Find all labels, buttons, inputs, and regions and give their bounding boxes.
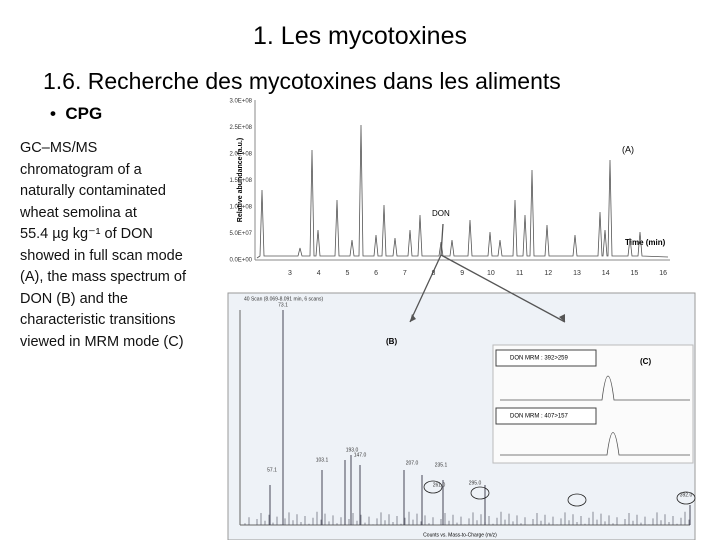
transition-label: DON MRM : 392>259 xyxy=(510,356,569,362)
transition-label: DON MRM : 407>157 xyxy=(510,414,569,420)
x-tick-label: 11 xyxy=(516,270,523,277)
highlight xyxy=(470,486,490,500)
peak-label: 57.1 xyxy=(267,467,277,473)
y-axis-label: Relative abundance (a.u.) xyxy=(237,138,244,222)
description-line: viewed in MRM mode (C) xyxy=(20,333,184,350)
description-line: showed in full scan mode xyxy=(20,247,183,264)
description-line: GC–MS/MS xyxy=(20,140,98,156)
y-tick-label: 3.0E+08 xyxy=(229,99,252,105)
peak-label: 73.1 xyxy=(278,302,288,308)
highlight xyxy=(676,491,696,505)
x-tick-label: 4 xyxy=(317,270,321,277)
description-line: naturally contaminated xyxy=(20,183,166,199)
x-tick-label: 6 xyxy=(374,270,378,277)
x-tick-label: 7 xyxy=(403,270,407,277)
x-tick-label: 5 xyxy=(345,270,349,277)
x-tick-label: 16 xyxy=(659,270,667,277)
panel-label: (A) xyxy=(622,144,634,154)
bullet-text: CPG xyxy=(65,104,103,123)
chromatogram xyxy=(256,124,669,259)
peak-label: 235.1 xyxy=(435,462,448,468)
y-tick-label: 2.5E+08 xyxy=(229,125,252,131)
peak-label: 207.0 xyxy=(406,460,419,466)
mrm-peak xyxy=(500,432,690,456)
x-axis-label: Counts vs. Mass-to-Charge (m/z) xyxy=(423,532,497,538)
description-line: characteristic transitions xyxy=(20,312,176,328)
peak-label: 392.0 xyxy=(680,492,693,498)
peak-label: 103.1 xyxy=(316,457,329,463)
description-line: wheat semolina at xyxy=(20,204,137,221)
x-tick-label: 10 xyxy=(487,270,495,277)
description: GC–MS/MS chromatogram of a naturally conta… xyxy=(20,138,186,353)
panel-a-bg xyxy=(230,95,685,285)
y-tick-label: 2.0E+08 xyxy=(229,152,252,158)
x-tick-label: 12 xyxy=(544,270,552,277)
y-tick-label: 1.0E+08 xyxy=(229,205,252,211)
subtitle: 1.6. Recherche des mycotoxines dans les … xyxy=(43,68,561,94)
title: 1. Les mycotoxines xyxy=(253,22,467,50)
y-tick-label: 5.0E+07 xyxy=(229,231,252,237)
peak-label: 295.0 xyxy=(469,480,482,486)
x-tick-label: 8 xyxy=(432,270,436,277)
y-tick-label: 1.5E+08 xyxy=(229,178,252,184)
peak-label: DON xyxy=(432,209,450,218)
panel-label: (C) xyxy=(640,357,651,366)
peak-label: 261.0 xyxy=(433,482,446,488)
description-line: chromatogram of a xyxy=(20,161,142,178)
x-tick-label: 13 xyxy=(573,270,581,277)
x-tick-label: 9 xyxy=(460,270,464,277)
description-line: (A), the mass spectrum of xyxy=(20,269,186,285)
bullet: • CPG xyxy=(50,104,103,123)
peak-label: 147.0 xyxy=(354,452,367,458)
arrows xyxy=(409,223,566,323)
description-line: DON (B) and the xyxy=(20,290,128,307)
highlight xyxy=(423,480,443,494)
description-line: 55.4 µg kg⁻¹ of DON xyxy=(20,226,153,242)
mrm-box xyxy=(495,407,597,425)
panel-label: (B) xyxy=(386,337,397,346)
peak-label: 193.0 xyxy=(346,447,359,453)
mrm-peak xyxy=(500,375,690,401)
x-tick-label: 15 xyxy=(631,270,639,277)
y-tick-label: 0.0E+00 xyxy=(229,258,252,264)
panel-header: 40 Scan (8.069-8.091 min, 6 scans) xyxy=(244,296,324,302)
mrm-box xyxy=(495,349,597,367)
x-tick-label: 3 xyxy=(288,270,292,277)
x-tick-label: 14 xyxy=(602,270,610,277)
x-axis-label: Time (min) xyxy=(625,238,666,247)
highlight xyxy=(567,493,587,507)
